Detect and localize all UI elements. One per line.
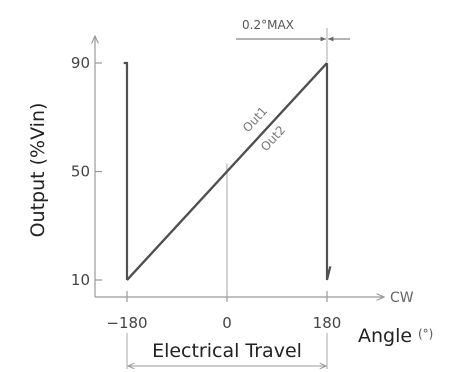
max-gap-dimension: 0.2°MAX <box>236 18 350 62</box>
axes-group: 10 50 90 −180 0 180 <box>71 36 384 332</box>
x-axis-label: Angle <box>358 325 412 347</box>
direction-label-cw: CW <box>390 290 414 306</box>
x-axis-unit: (°) <box>418 327 433 341</box>
right-edge-segment <box>325 63 332 281</box>
y-tick-label: 50 <box>71 163 90 181</box>
series-label-out2: Out2 <box>258 123 288 154</box>
y-tick-label: 10 <box>71 271 90 289</box>
y-ticks: 10 50 90 <box>71 54 102 289</box>
electrical-travel-label: Electrical Travel <box>152 340 302 362</box>
y-tick-label: 90 <box>71 54 90 72</box>
x-tick-label: −180 <box>106 314 147 332</box>
x-tick-label: 180 <box>313 314 342 332</box>
y-axis-label: Output (%Vin) <box>27 103 49 238</box>
x-ticks: −180 0 180 <box>106 291 341 332</box>
series-line-out2 <box>126 62 328 281</box>
electrical-travel-dimension: Electrical Travel <box>126 333 328 369</box>
series-curves <box>123 61 332 281</box>
max-gap-label: 0.2°MAX <box>242 18 294 32</box>
x-tick-label: 0 <box>222 314 232 332</box>
left-edge-segment <box>123 61 129 280</box>
